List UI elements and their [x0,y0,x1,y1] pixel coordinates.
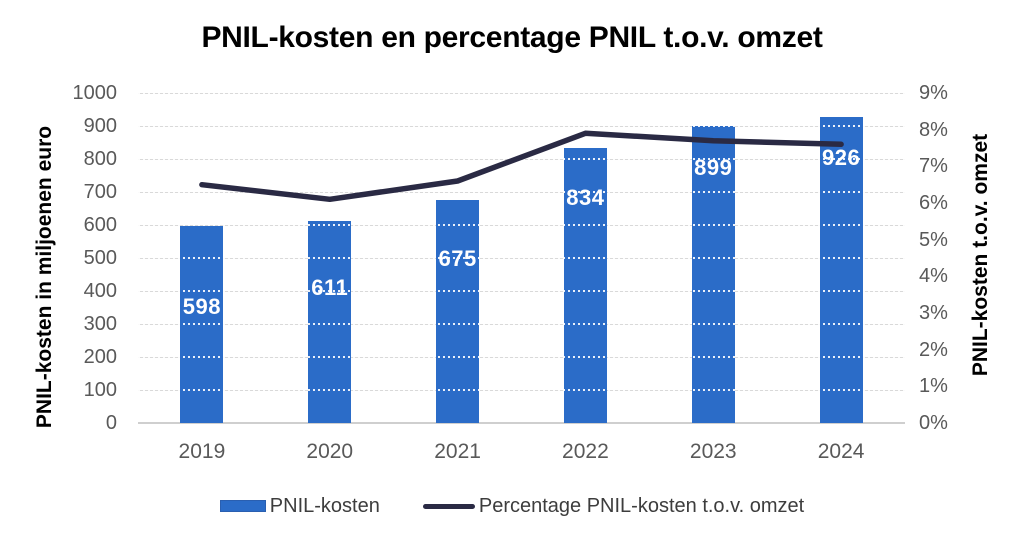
right-axis-tick: 9% [919,82,948,104]
right-axis-tick: 8% [919,118,948,141]
left-axis-tick: 400 [83,280,117,302]
legend-label: PNIL-kosten [269,494,380,517]
bar-value-label: 926 [821,145,861,171]
left-axis-tick: 800 [83,148,117,170]
left-axis-tick: 200 [83,346,117,368]
right-axis-tick: 4% [919,265,948,288]
gridline-overlay [138,92,905,94]
right-axis-tick: 3% [919,302,948,324]
right-axis-tick: 6% [919,192,948,214]
bar-swatch-icon [219,500,266,512]
x-axis-tick: 2022 [562,440,609,463]
chart-title: PNIL-kosten en percentage PNIL t.o.v. om… [201,21,823,54]
bar-value-label: 611 [311,275,349,301]
left-axis-tick: 100 [83,379,117,401]
gridline-overlay [138,257,905,259]
left-axis-tick: 1000 [72,82,118,104]
right-axis-tick: 1% [919,375,948,398]
plot-area [138,92,905,424]
right-axis-tick: 7% [919,155,948,178]
x-axis-tick: 2024 [817,440,865,463]
gridline-overlay [138,224,905,226]
left-axis-tick: 900 [83,115,117,137]
legend: PNIL-kosten Percentage PNIL-kosten t.o.v.… [0,492,1024,520]
left-axis-tick: 0 [105,412,117,434]
bar-value-label: 675 [438,246,477,272]
legend-item: Percentage PNIL-kosten t.o.v. omzet [422,494,805,518]
left-axis-tick: 600 [83,214,117,236]
gridline-overlay [138,158,905,160]
gridline-overlay [138,125,905,127]
left-axis-tick: 700 [83,181,117,203]
right-axis-tick: 0% [919,412,948,434]
legend-label: Percentage PNIL-kosten t.o.v. omzet [478,494,805,517]
x-axis-tick: 2020 [306,440,354,463]
gridline-overlay [138,323,905,325]
right-axis-tick: 5% [919,228,948,251]
gridline [138,422,905,424]
x-axis-tick: 2023 [689,440,737,463]
x-axis-tick: 2021 [434,440,481,463]
left-axis-tick: 500 [83,247,117,269]
bar-value-label: 834 [566,184,605,210]
right-axis-tick: 2% [919,338,948,361]
bar-value-label: 899 [694,155,733,181]
gridline-overlay [138,191,905,193]
bar [436,200,480,423]
gridline-overlay [138,389,905,391]
gridline-overlay [138,356,905,358]
x-axis-tick: 2019 [178,440,226,463]
legend-item: PNIL-kosten [219,494,380,518]
line-swatch-icon [422,503,475,509]
gridline-overlay [138,290,905,292]
bar-value-label: 598 [182,293,222,319]
left-axis-tick: 300 [83,313,117,335]
